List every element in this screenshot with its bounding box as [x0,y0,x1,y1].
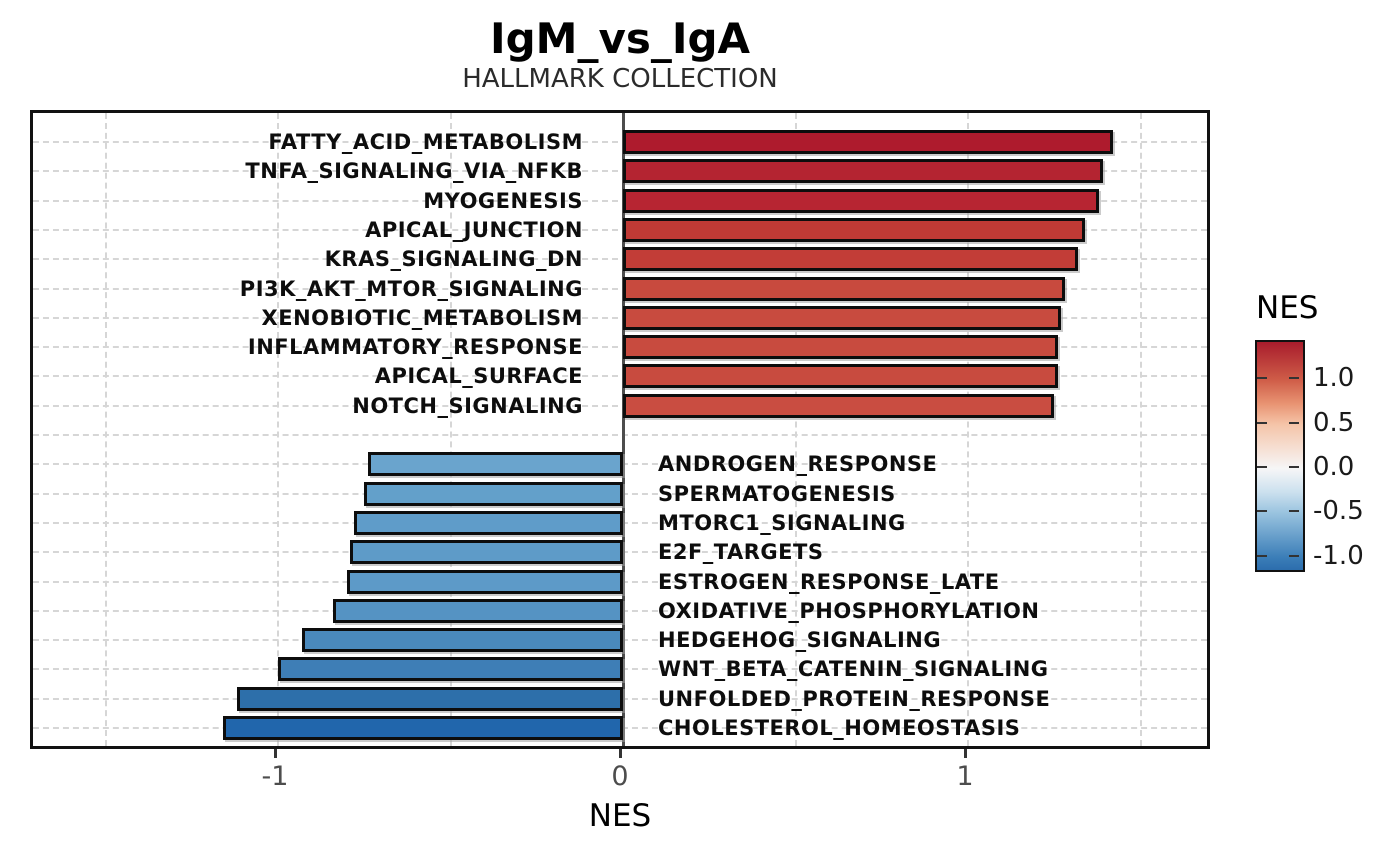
x-tick-label: -1 [261,761,289,792]
bar-label: HEDGEHOG_SIGNALING [658,628,942,653]
colorbar-gradient [1255,340,1305,572]
colorbar-tick-mark [1289,465,1299,468]
bar-label: APICAL_JUNCTION [365,217,583,242]
gridline-horizontal [33,287,1207,290]
bar-label: MTORC1_SIGNALING [658,510,906,535]
colorbar-tick-mark [1257,377,1267,380]
gridline-horizontal [33,346,1207,349]
nes-bar [222,716,623,740]
colorbar-tick-label: -0.5 [1313,496,1364,527]
colorbar-tick-mark [1257,421,1267,424]
plot-panel: FATTY_ACID_METABOLISM TNFA_SIGNALING_VIA_… [30,110,1210,749]
nes-bar [623,130,1113,154]
bar-label: APICAL_SURFACE [374,364,583,389]
gridline-horizontal [33,258,1207,261]
nes-bar [367,452,623,477]
legend-title: NES [1256,290,1319,326]
gridline-horizontal [33,228,1207,231]
colorbar-tick-mark [1289,421,1299,424]
bar-label: INFLAMMATORY_RESPONSE [247,335,583,360]
x-tick-label: 1 [956,761,974,792]
gridline-horizontal [33,434,1207,436]
nes-bar [236,686,623,711]
bar-label: MYOGENESIS [423,188,583,213]
bar-label: E2F_TARGETS [658,540,824,565]
bar-label: FATTY_ACID_METABOLISM [268,130,583,154]
x-tick-mark [963,749,967,758]
bar-label: XENOBIOTIC_METABOLISM [261,305,583,330]
colorbar-tick-mark [1289,377,1299,380]
gridline-horizontal [33,141,1207,143]
gridline-horizontal [33,170,1207,173]
bar-label: CHOLESTEROL_HOMEOSTASIS [658,716,1021,740]
x-axis-title: NES [588,798,652,834]
x-tick-mark [618,749,622,758]
gridline-vertical [449,113,452,746]
bar-label: SPERMATOGENESIS [658,481,896,506]
nes-bar [302,628,623,653]
nes-bar [623,188,1100,213]
gridline-vertical [1139,113,1142,746]
colorbar-tick-mark [1289,554,1299,557]
nes-bar [347,569,623,594]
chart-title: IgM_vs_IgA [489,14,751,63]
bar-label: OXIDATIVE_PHOSPHORYLATION [658,598,1040,623]
x-tick-mark [273,749,277,758]
zero-line [621,113,625,746]
chart-subtitle: HALLMARK COLLECTION [462,64,778,94]
colorbar-tick-label: 0.0 [1313,451,1355,482]
colorbar-tick-label: 1.0 [1313,363,1355,394]
bar-label: ESTROGEN_RESPONSE_LATE [658,569,1000,594]
colorbar-tick-mark [1257,554,1267,557]
colorbar-tick-mark [1289,510,1299,513]
nes-bar [623,393,1055,418]
bar-label: ANDROGEN_RESPONSE [658,452,938,477]
nes-bar [623,247,1079,272]
gridline-vertical [277,113,279,746]
nes-bar [350,540,623,565]
bar-label: KRAS_SIGNALING_DN [324,247,583,272]
x-tick-label: 0 [611,761,629,792]
gridline-vertical [104,113,107,746]
nes-bar [353,510,623,535]
nes-bar [623,364,1058,389]
colorbar-tick-label: 0.5 [1313,407,1355,438]
nes-bar [364,481,623,506]
gridline-horizontal [33,375,1207,378]
gridline-vertical [794,113,797,746]
nes-bar [623,276,1065,301]
nes-bar [623,305,1062,330]
gridline-horizontal [33,404,1207,407]
nes-bar [278,657,623,682]
nes-bar [623,217,1086,242]
bar-label: PI3K_AKT_MTOR_SIGNALING [239,276,583,301]
bar-label: WNT_BETA_CATENIN_SIGNALING [658,657,1049,682]
gridline-horizontal [33,199,1207,202]
bar-label: TNFA_SIGNALING_VIA_NFKB [245,159,583,184]
nes-bar [333,598,623,623]
gridline-horizontal [33,316,1207,319]
colorbar-tick-label: -1.0 [1313,540,1364,571]
nes-bar [623,159,1103,184]
colorbar-tick-mark [1257,510,1267,513]
colorbar-tick-mark [1257,465,1267,468]
bar-label: UNFOLDED_PROTEIN_RESPONSE [658,686,1051,711]
bar-label: NOTCH_SIGNALING [352,393,583,418]
gridline-vertical [967,113,969,746]
nes-bar [623,335,1058,360]
